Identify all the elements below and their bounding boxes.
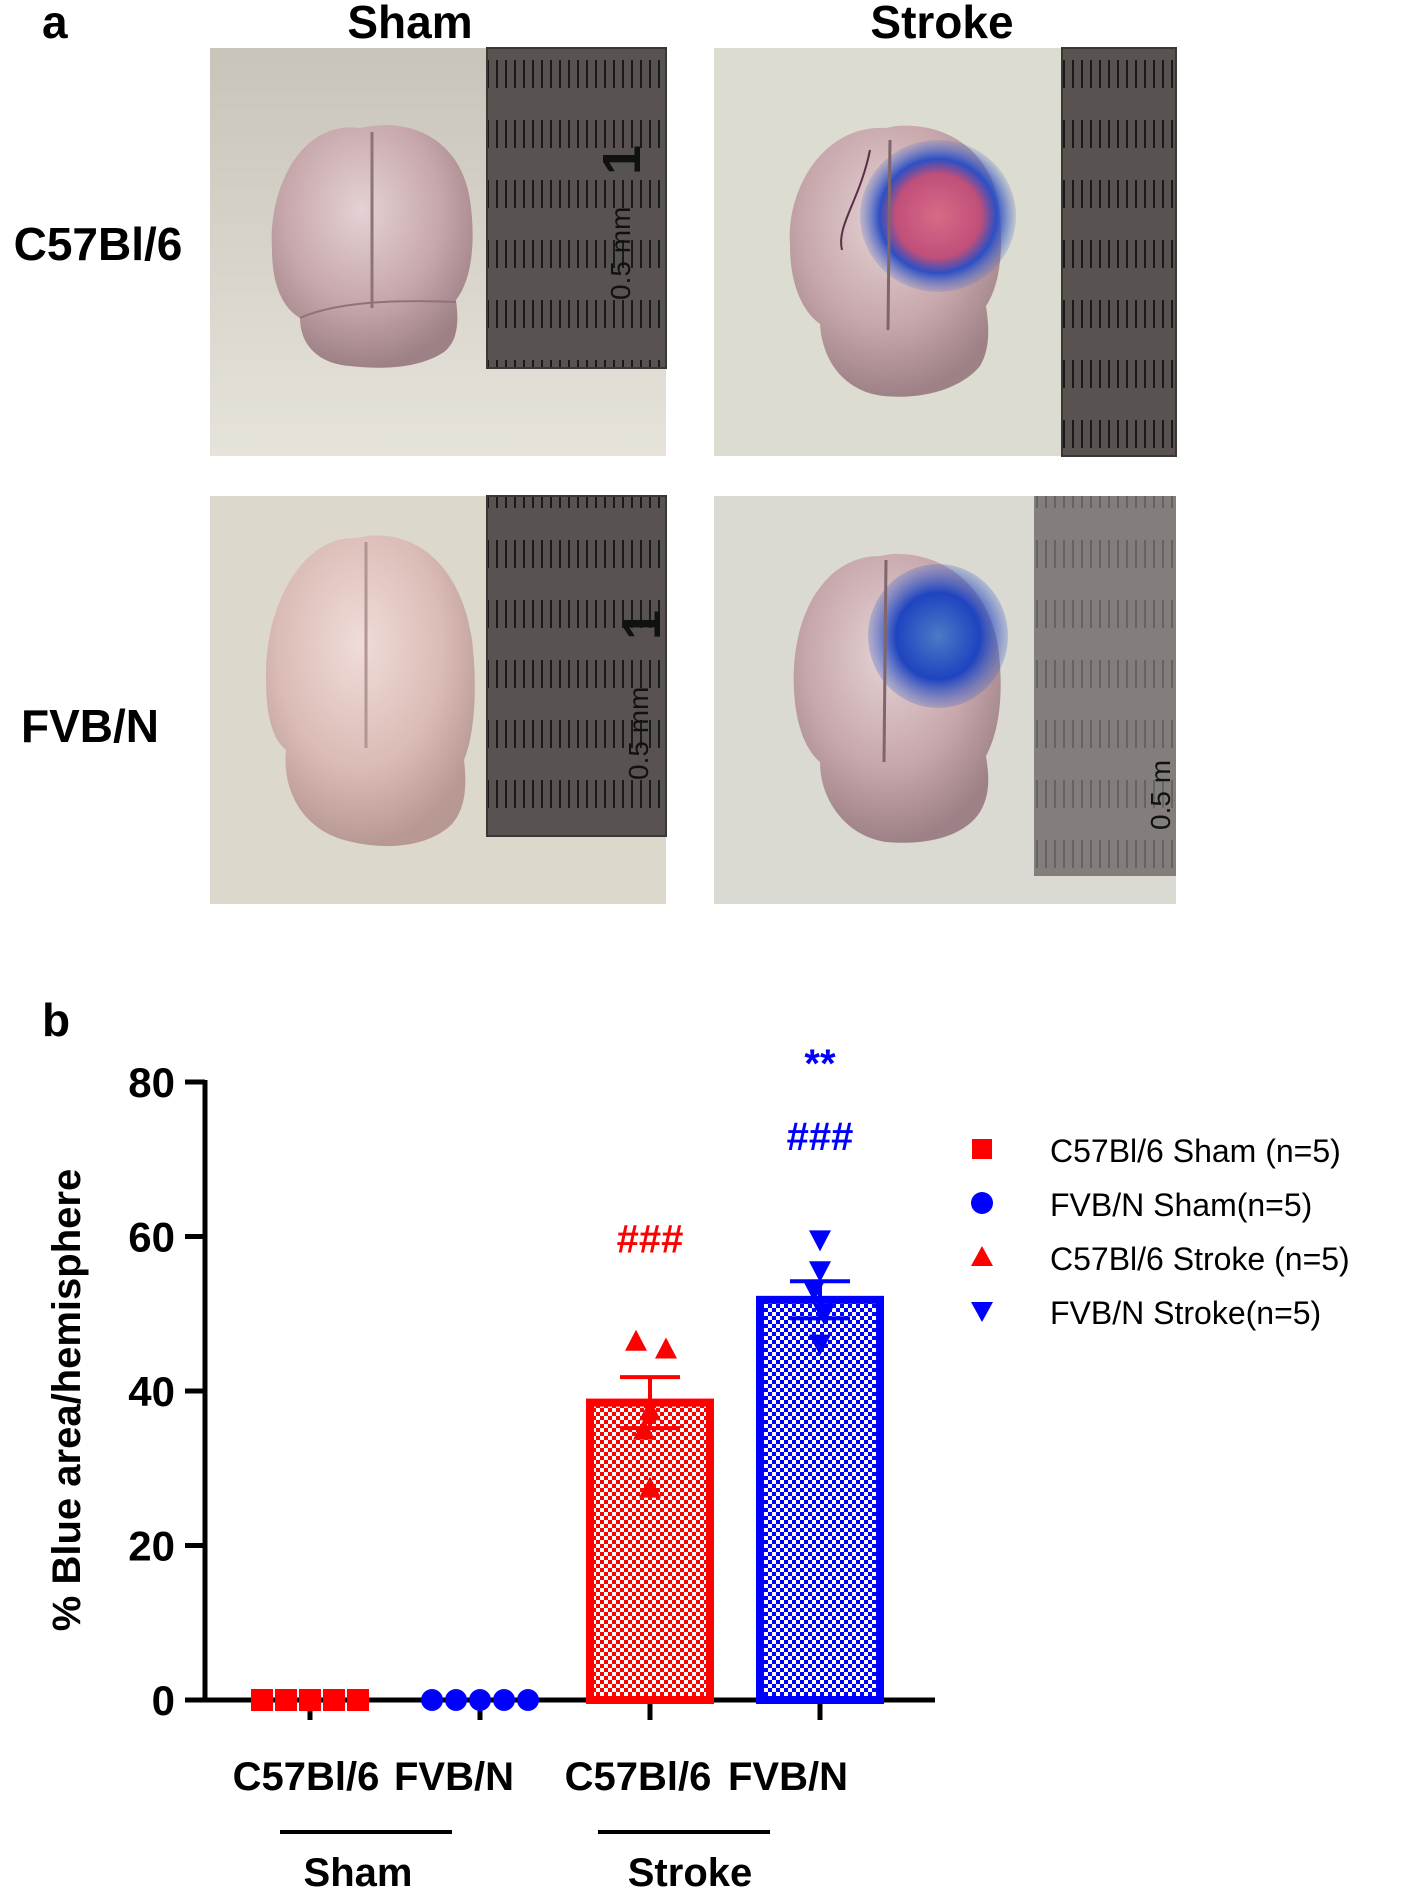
y-tick-label-0: 0 [152,1677,175,1724]
y-tick-label-80: 80 [128,1059,175,1106]
data-point-4-3 [803,1280,825,1302]
photo-c57-sham: 0.5 mm 1 [210,47,667,456]
ruler-digit-1: 1 [592,145,652,175]
panel-b-label: b [42,994,70,1046]
photo-c57-stroke [714,47,1177,457]
ruler-label-c57-sham: 0.5 mm [605,207,636,300]
col-header-sham: Sham [347,0,472,48]
legend: C57Bl/6 Sham (n=5) FVB/N Sham(n=5) C57Bl… [971,1133,1350,1331]
data-point-3-1 [625,1329,647,1351]
x-tick-label-3: C57Bl/6 [565,1755,712,1799]
row-header-fvb: FVB/N [21,700,159,752]
legend-marker-fvb-stroke [971,1302,993,1322]
data-point-4-5 [809,1334,831,1356]
legend-marker-fvb-sham [971,1192,993,1214]
data-point-1-4 [323,1689,345,1711]
photo-fvb-stroke: 0.5 m [714,496,1176,904]
legend-label-c57-stroke: C57Bl/6 Stroke (n=5) [1050,1241,1350,1277]
legend-marker-c57-stroke [971,1246,993,1266]
legend-label-fvb-stroke: FVB/N Stroke(n=5) [1050,1295,1321,1331]
data-point-2-1 [421,1689,443,1711]
bar-4 [756,1295,884,1704]
data-point-3-2 [655,1337,677,1359]
data-point-3-3 [639,1399,661,1421]
y-tick-label-60: 60 [128,1214,175,1261]
group-label-sham: Sham [304,1851,413,1893]
data-point-2-4 [493,1689,515,1711]
data-point-3-5 [639,1476,661,1498]
y-tick-label-40: 40 [128,1368,175,1415]
group-label-stroke: Stroke [628,1851,753,1893]
data-point-1-2 [275,1689,297,1711]
data-point-2-2 [445,1689,467,1711]
y-axis-label: % Blue area/hemisphere [45,1169,89,1631]
data-point-3-4 [633,1418,655,1440]
annotation-3-1: ### [617,1218,684,1262]
annotation-4-2: ** [804,1042,836,1086]
bar-chart: 0 20 40 60 80 ### ### ** [128,1042,935,1724]
row-header-c57: C57Bl/6 [14,218,183,270]
data-point-4-4 [813,1303,835,1325]
legend-marker-c57-sham [972,1139,992,1159]
panel-a-label: a [42,0,68,48]
infarct-fvb-stroke [868,564,1008,708]
data-point-1-5 [347,1689,369,1711]
data-point-2-3 [469,1689,491,1711]
x-tick-label-2: FVB/N [394,1755,514,1799]
infarct-c57-stroke [860,140,1016,292]
data-point-1-3 [299,1689,321,1711]
data-point-4-2 [809,1261,831,1283]
legend-label-fvb-sham: FVB/N Sham(n=5) [1050,1187,1312,1223]
x-tick-label-4: FVB/N [728,1755,848,1799]
ruler-digit-1b: 1 [612,610,672,640]
ruler-label-fvb-sham: 0.5 mm [623,687,654,780]
data-point-4-1 [809,1230,831,1252]
data-point-2-5 [517,1689,539,1711]
brain-fvb-sham [265,535,475,847]
y-tick-label-20: 20 [128,1523,175,1570]
bar-3 [586,1398,714,1705]
photo-fvb-sham: 0.5 mm 1 [210,495,672,904]
col-header-stroke: Stroke [870,0,1013,48]
data-point-1-1 [251,1689,273,1711]
ruler-label-fvb-stroke: 0.5 m [1145,760,1176,830]
annotation-4-1: ### [787,1115,854,1159]
x-tick-label-1: C57Bl/6 [233,1755,380,1799]
legend-label-c57-sham: C57Bl/6 Sham (n=5) [1050,1133,1341,1169]
